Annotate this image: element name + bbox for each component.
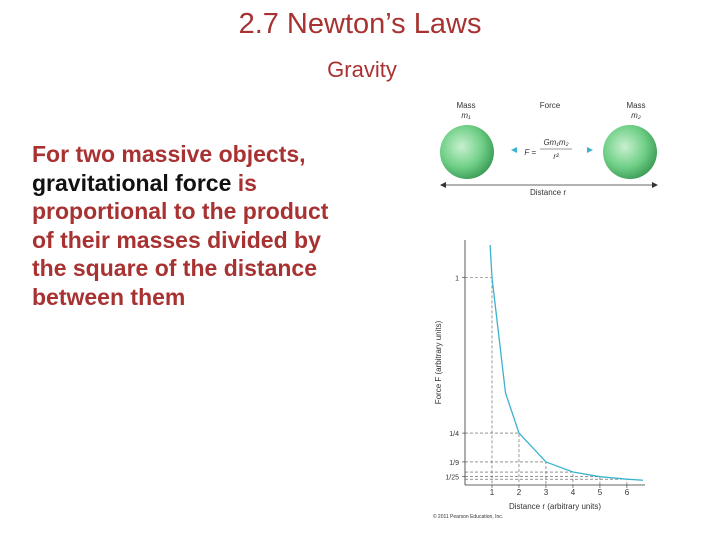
label: m₁ <box>461 111 471 120</box>
guide-line <box>465 471 574 485</box>
mass-sphere <box>603 125 657 179</box>
x-axis-label: Distance r (arbitrary units) <box>509 502 601 511</box>
slide-title: 2.7 Newton’s Laws <box>238 8 482 40</box>
force-curve <box>489 244 644 481</box>
label: Mass <box>626 101 645 110</box>
label: Force <box>540 101 561 110</box>
x-tick-label: 5 <box>598 488 603 497</box>
body-text: For two massive objects, gravitational f… <box>32 140 344 311</box>
formula: F = <box>524 148 536 157</box>
force-arrow <box>511 147 517 153</box>
x-tick-label: 4 <box>571 488 576 497</box>
guide-line <box>465 277 493 485</box>
credit: © 2011 Pearson Education, Inc. <box>433 513 503 520</box>
guide-line <box>465 461 547 485</box>
y-tick-label: 1/25 <box>445 475 459 482</box>
y-tick-label: 1/4 <box>449 431 459 438</box>
y-tick-label: 1/9 <box>449 460 459 467</box>
label: m₂ <box>631 111 641 120</box>
label: Mass <box>456 101 475 110</box>
text-segment: For two massive objects, <box>32 141 306 167</box>
x-tick-label: 2 <box>517 488 522 497</box>
text-segment: is proportional to the product of their … <box>32 169 329 310</box>
label: Distance r <box>530 188 566 197</box>
force-arrow <box>587 147 593 153</box>
formula: Gm₁m₂ <box>543 138 568 147</box>
graph: 1 2 3 4 5 6 1 1/4 1/9 1/25 Distance r (arbitrary u… <box>434 240 645 511</box>
x-tick-label: 1 <box>490 488 495 497</box>
text-segment: gravitational force <box>32 169 232 196</box>
x-tick-label: 6 <box>625 488 630 497</box>
y-axis-label: Force F (arbitrary units) <box>434 320 443 404</box>
y-tick-label: 1 <box>455 275 459 282</box>
x-tick-label: 3 <box>544 488 549 497</box>
formula: r² <box>553 152 559 161</box>
guide-line <box>465 476 601 485</box>
slide-subtitle: Gravity <box>327 57 397 82</box>
guide-line <box>465 432 520 485</box>
mass-sphere <box>440 125 494 179</box>
